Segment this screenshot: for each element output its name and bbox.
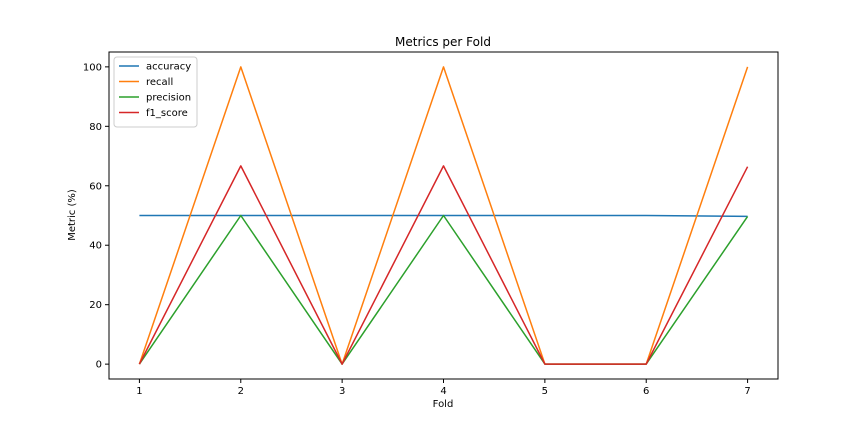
legend-label: accuracy bbox=[146, 62, 191, 73]
ticks-layer: 1 2 3 4 5 6 7 0 20 40 60 80 100 bbox=[83, 62, 751, 397]
series-layer bbox=[138, 66, 749, 365]
legend-label: precision bbox=[146, 93, 191, 104]
y-tick-label: 0 bbox=[96, 360, 102, 371]
y-tick-label: 20 bbox=[89, 300, 102, 311]
chart-title: Metrics per Fold bbox=[395, 35, 491, 49]
legend-label: f1_score bbox=[146, 108, 188, 119]
x-tick-label: 4 bbox=[440, 386, 446, 397]
x-tick-label: 7 bbox=[744, 386, 750, 397]
y-axis-title: Metric (%) bbox=[67, 189, 78, 241]
legend: accuracy recall precision f1_score bbox=[113, 56, 198, 128]
legend-label: recall bbox=[146, 77, 173, 88]
plot-area-frame bbox=[108, 51, 779, 380]
x-tick-label: 2 bbox=[238, 386, 244, 397]
y-tick-label: 40 bbox=[89, 241, 102, 252]
y-tick-label: 60 bbox=[89, 181, 102, 192]
x-tick-label: 1 bbox=[136, 386, 142, 397]
x-tick-label: 6 bbox=[643, 386, 649, 397]
x-tick-label: 5 bbox=[542, 386, 548, 397]
series-line-f1-score bbox=[138, 165, 749, 365]
legend-box bbox=[113, 56, 198, 128]
x-tick-label: 3 bbox=[339, 386, 345, 397]
x-axis-title: Fold bbox=[433, 399, 454, 410]
y-tick-label: 80 bbox=[89, 122, 102, 133]
y-tick-label: 100 bbox=[83, 62, 102, 73]
